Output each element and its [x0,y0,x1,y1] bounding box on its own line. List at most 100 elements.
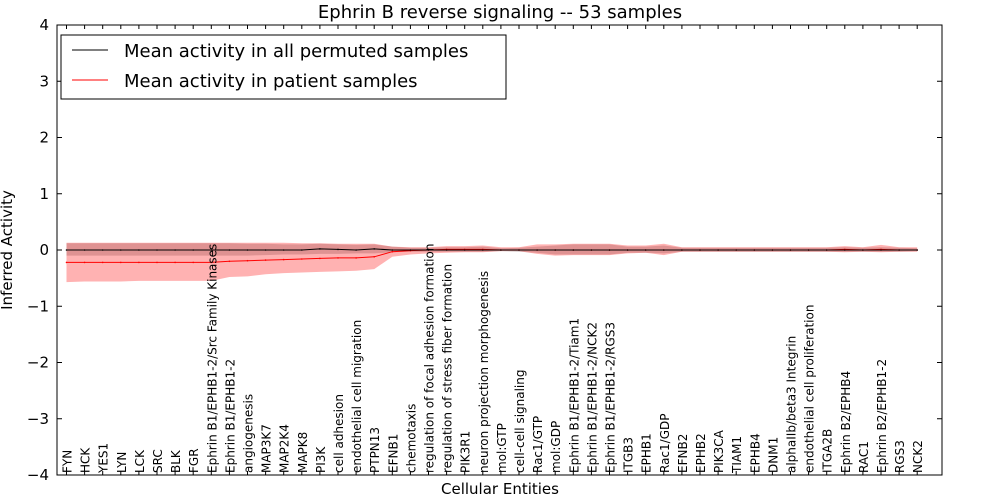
point-series-0-33 [663,249,665,251]
point-series-0-20 [427,249,430,251]
x-tick-label: FGR [187,448,201,473]
point-series-1-0 [65,261,68,264]
y-tick-label: 4 [39,16,49,34]
x-tick-label: MAP3K7 [260,424,274,473]
x-tick-label: Ephrin B1/EPHB1-2/Tiam1 [567,318,581,473]
legend-box [60,34,507,100]
x-tick-label: Ephrin B1/EPHB1-2/Src Family Kinases [205,244,219,473]
point-series-1-7 [192,261,194,264]
point-series-0-37 [735,249,737,251]
x-tick-label: Ephrin B1/EPHB1-2/RGS3 [604,322,618,473]
legend: Mean activity in all permuted samples Me… [60,34,507,100]
point-series-0-29 [590,249,593,251]
point-series-1-13 [301,258,303,260]
x-tick-label: Ephrin B2/EPHB1-2 [875,359,889,473]
point-series-0-39 [771,249,774,251]
point-series-0-8 [210,249,213,251]
point-series-0-45 [880,249,882,251]
x-axis-title: Cellular Entities [441,480,559,498]
x-tick-label: Ephrin B1/EPHB1-2 [223,359,237,473]
point-series-1-14 [319,257,321,260]
x-tick-label: BLK [169,449,183,473]
point-series-1-15 [337,257,339,259]
point-series-0-11 [264,249,267,251]
point-series-0-14 [319,248,321,250]
point-series-0-36 [717,249,719,251]
point-series-0-9 [228,249,231,251]
y-tick-label: −4 [27,466,49,484]
x-tick-label: EFNB2 [676,434,690,473]
series-lines [65,248,918,264]
x-tick-label: chemotaxis [404,404,418,473]
point-series-1-11 [264,259,267,261]
x-tick-label: FYN [61,450,75,473]
point-series-0-47 [916,249,918,251]
x-tick-label: regulation of stress fiber formation [441,264,455,473]
point-series-0-1 [83,249,86,251]
point-series-0-21 [445,249,448,251]
x-tick-label: EPHB1 [640,433,654,473]
x-tick-label: Ephrin B1/EPHB1-2/NCK2 [585,322,599,473]
x-tick-label: MAPK8 [296,432,310,473]
x-tick-label: mol:GDP [549,421,563,473]
point-series-0-13 [301,249,303,251]
point-series-1-9 [228,260,231,263]
x-tick-label: SRC [151,449,165,473]
point-series-0-18 [391,249,394,251]
x-tick-label: Rac1/GTP [531,416,545,473]
point-series-0-28 [572,249,575,251]
x-tick-label: alphaIIb/beta3 Integrin [785,336,799,473]
x-tick-label: angiogenesis [242,394,256,473]
x-tick-label: MAP2K4 [278,424,292,473]
point-series-1-3 [120,261,122,264]
point-series-0-15 [337,248,339,251]
x-tick-label: neuron projection morphogenesis [477,271,491,473]
point-series-0-46 [898,249,900,251]
point-series-0-7 [192,249,194,251]
x-axis: FYN HCK YES1 LYN LCK SRC BLK FGR Ephrin B1/EPHB1… [61,25,925,475]
x-tick-label: LYN [115,452,129,473]
x-tick-label: EPHB2 [694,433,708,473]
point-series-1-10 [246,259,249,262]
x-tick-label: PI3K [314,446,328,473]
y-tick-label: −3 [27,410,49,428]
point-series-0-35 [699,249,701,251]
point-series-0-23 [482,249,484,251]
x-tick-label: ITGB3 [622,437,636,473]
point-series-0-3 [120,249,122,251]
point-series-1-4 [138,261,140,264]
point-series-0-2 [101,249,104,251]
y-tick-label: −2 [27,354,49,372]
x-tick-label: EPHB4 [748,433,762,473]
point-series-0-0 [65,249,68,251]
x-tick-label: EFNB1 [386,434,400,473]
point-series-1-18 [391,250,394,253]
x-tick-label: RGS3 [893,440,907,473]
point-series-0-41 [807,249,810,251]
point-series-1-1 [83,261,86,264]
x-tick-label: PTPN13 [368,427,382,473]
point-series-0-44 [862,249,864,251]
x-tick-label: mol:GTP [495,423,509,473]
y-tick-label: 3 [39,72,49,90]
chart-title: Ephrin B reverse signaling -- 53 samples [318,2,682,23]
point-series-0-40 [789,249,792,251]
point-series-0-30 [608,249,611,251]
x-tick-label: endothelial cell migration [350,320,364,473]
x-tick-label: cell adhesion [332,394,346,473]
point-series-1-16 [355,257,357,259]
point-series-1-5 [156,261,158,264]
x-tick-label: cell-cell signaling [513,370,527,474]
point-series-0-31 [626,249,629,251]
point-series-0-5 [156,249,158,251]
point-series-0-42 [825,249,828,251]
point-series-0-4 [138,249,140,251]
point-series-0-24 [500,249,502,251]
y-tick-label: 0 [39,241,49,259]
line-series-0 [66,248,918,251]
point-series-0-34 [681,249,683,251]
y-tick-label: 2 [39,129,49,147]
x-tick-label: Rac1/GDP [658,414,672,473]
legend-label-permuted: Mean activity in all permuted samples [124,41,468,62]
point-series-0-43 [844,249,846,251]
